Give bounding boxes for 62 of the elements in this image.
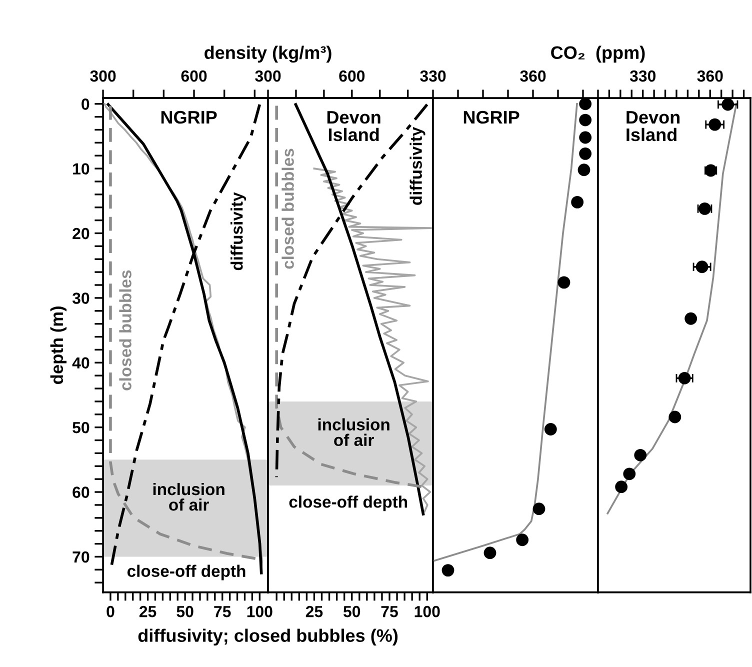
point [558,276,570,289]
x-tick-label: 100 [247,606,272,618]
point [442,564,454,577]
x-tick-label: 360 [697,70,723,82]
text: diffusivity [230,192,246,270]
text: NGRIP [464,110,520,124]
annotation: close-off depth [127,564,246,580]
text: diffusivity [410,126,426,205]
x-tick-label: 50 [176,606,194,618]
text: Devon Island [327,111,380,142]
point [678,372,691,384]
y-tick-label: 70 [72,551,90,563]
x-tick-label: 360 [520,70,546,82]
x2-tick-label: 600 [181,70,207,82]
point [579,98,592,110]
x-tick-label: 25 [139,606,156,618]
point [579,131,592,144]
x-tick-label: 50 [343,606,360,618]
band-label: inclusion of air [318,418,390,446]
y-axis-title: depth (m) [50,306,67,384]
point [623,468,636,480]
x-axis-title: diffusivity; closed bubbles (%) [138,628,398,646]
y-tick-label: 40 [72,357,90,369]
x-tick-label: 100 [414,606,440,618]
text: closed bubbles [282,148,294,269]
point [571,196,584,208]
x2-tick-label: 300 [90,70,116,82]
y-tick-label: 30 [72,292,90,304]
x-tick-label: 25 [306,606,323,618]
point [708,118,722,131]
point [615,480,628,494]
x2-axis-title: density (kg/m³) [204,46,332,63]
point [696,260,708,274]
y-tick-label: 20 [72,228,90,240]
x-tick-label: 75 [381,606,398,618]
point [634,448,647,462]
y-tick-label: 0 [82,98,90,110]
point [684,312,698,325]
x-tick-label: 330 [420,70,446,82]
text: Devon Island [626,111,680,142]
point [532,502,546,516]
x-tick-label: 75 [214,606,231,618]
x2-tick-label: 300 [255,70,281,82]
annotation: close-off depth [289,496,408,512]
y-tick-label: 10 [73,163,90,175]
text: closed bubbles [119,270,132,390]
point [722,98,734,111]
x-axis-title: CO₂ (ppm) [551,46,645,63]
y-tick-label: 60 [72,486,90,498]
band-label: inclusion of air [153,482,224,511]
point [578,164,590,176]
text: NGRIP [161,110,217,124]
point [484,546,496,560]
x-tick-label: 330 [630,70,656,82]
x-tick-label: 0 [106,606,114,618]
point [516,534,529,546]
point [579,114,592,126]
point [668,410,682,424]
x2-tick-label: 600 [339,70,365,82]
point [544,423,557,436]
point [579,147,592,160]
y-tick-label: 50 [72,422,90,434]
